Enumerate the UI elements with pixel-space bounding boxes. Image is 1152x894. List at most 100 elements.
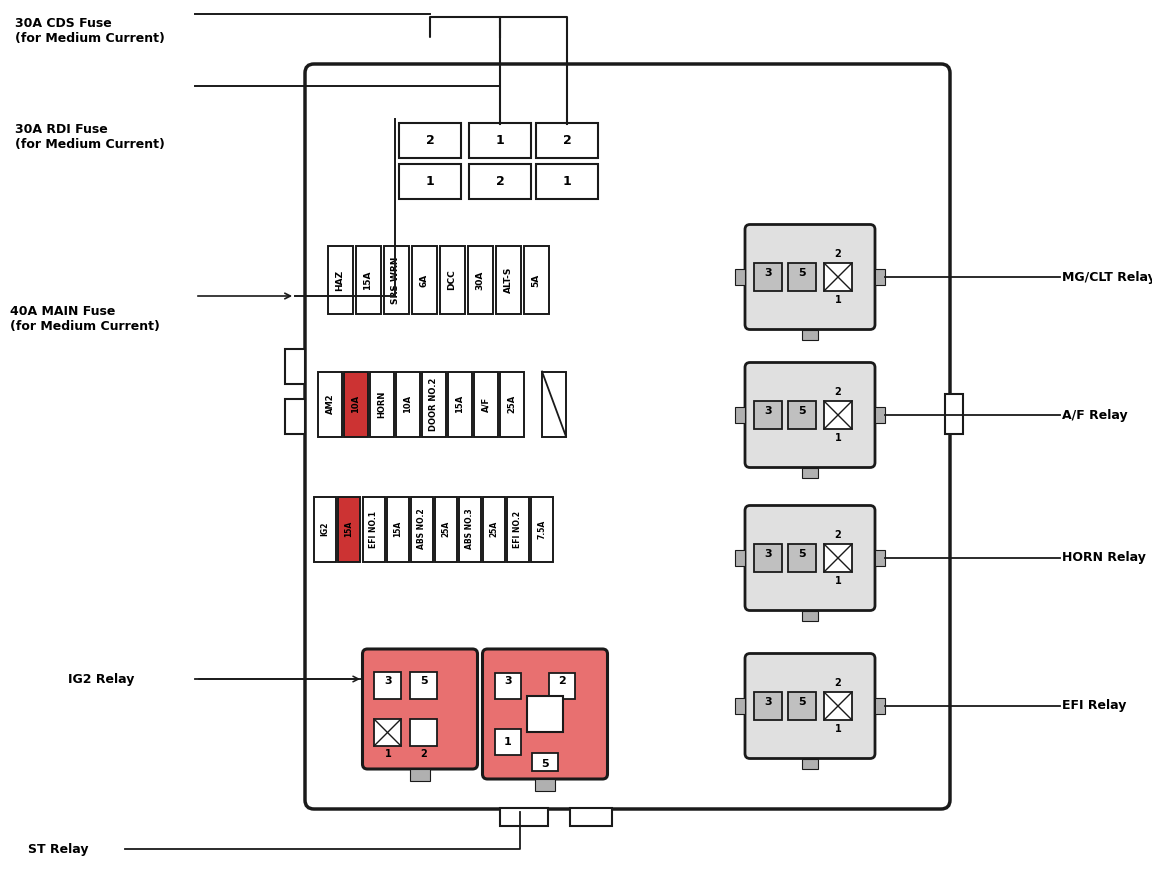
Text: 5A: 5A xyxy=(531,274,540,287)
FancyBboxPatch shape xyxy=(745,224,876,330)
Bar xyxy=(473,372,498,436)
Text: 3: 3 xyxy=(764,549,772,559)
Text: 30A: 30A xyxy=(476,270,485,290)
Bar xyxy=(411,246,437,314)
Bar xyxy=(495,729,521,755)
Bar xyxy=(876,269,885,285)
Bar xyxy=(318,372,342,436)
Bar xyxy=(468,246,493,314)
Text: 25A: 25A xyxy=(490,521,499,537)
Bar xyxy=(536,123,598,158)
Bar xyxy=(344,372,367,436)
Text: 5: 5 xyxy=(798,549,805,559)
Bar xyxy=(483,496,505,561)
Text: 5: 5 xyxy=(798,406,805,416)
Text: 2: 2 xyxy=(835,530,841,540)
FancyBboxPatch shape xyxy=(483,649,607,779)
Text: 7.5A: 7.5A xyxy=(538,519,546,538)
Bar xyxy=(410,672,437,699)
Text: 2: 2 xyxy=(835,678,841,688)
Text: SRS WRN: SRS WRN xyxy=(392,257,401,304)
Text: 1: 1 xyxy=(495,134,505,147)
Text: 15A: 15A xyxy=(344,521,354,537)
Bar xyxy=(755,692,782,720)
Bar xyxy=(495,673,521,699)
Text: ABS NO.3: ABS NO.3 xyxy=(465,509,475,549)
Text: 5: 5 xyxy=(798,697,805,707)
Bar xyxy=(500,372,524,436)
Bar xyxy=(755,263,782,291)
Bar xyxy=(384,246,409,314)
Bar xyxy=(788,401,816,429)
Text: A/F: A/F xyxy=(482,396,491,411)
Text: 2: 2 xyxy=(562,134,571,147)
Bar xyxy=(535,779,555,791)
Text: ABS NO.2: ABS NO.2 xyxy=(417,509,426,549)
Bar xyxy=(356,246,380,314)
Text: 5: 5 xyxy=(798,268,805,278)
Bar xyxy=(507,496,529,561)
Text: 3: 3 xyxy=(505,676,511,686)
Text: 2: 2 xyxy=(495,175,505,188)
Text: 10A: 10A xyxy=(403,395,412,413)
Bar xyxy=(495,246,521,314)
Text: DCC: DCC xyxy=(447,270,456,291)
Text: 2: 2 xyxy=(558,676,566,686)
Bar xyxy=(788,544,816,572)
Text: IG2 Relay: IG2 Relay xyxy=(68,672,135,686)
Text: 2: 2 xyxy=(420,749,427,759)
Bar xyxy=(387,496,409,561)
Bar xyxy=(541,372,566,436)
Text: 15A: 15A xyxy=(455,395,464,413)
Text: EFI NO.2: EFI NO.2 xyxy=(514,510,523,547)
Bar xyxy=(876,550,885,566)
Text: 25A: 25A xyxy=(508,395,516,413)
Bar xyxy=(536,164,598,199)
Bar xyxy=(469,123,531,158)
Bar xyxy=(802,330,818,340)
Bar xyxy=(824,401,852,429)
Bar xyxy=(802,468,818,477)
Bar xyxy=(735,269,745,285)
Text: 5: 5 xyxy=(541,759,548,769)
Bar xyxy=(410,769,430,781)
Bar xyxy=(824,692,852,720)
Bar xyxy=(374,672,401,699)
Text: DOOR NO.2: DOOR NO.2 xyxy=(430,377,439,431)
Text: 6A: 6A xyxy=(419,274,429,287)
Bar xyxy=(399,123,461,158)
Text: 30A CDS Fuse
(for Medium Current): 30A CDS Fuse (for Medium Current) xyxy=(15,17,165,45)
Bar xyxy=(876,407,885,423)
Bar xyxy=(500,808,548,826)
Bar xyxy=(735,698,745,714)
Bar xyxy=(735,550,745,566)
Text: 1: 1 xyxy=(835,576,841,586)
Text: 1: 1 xyxy=(835,433,841,443)
Text: AM2: AM2 xyxy=(326,393,334,414)
Text: HAZ: HAZ xyxy=(335,269,344,291)
Text: 30A RDI Fuse
(for Medium Current): 30A RDI Fuse (for Medium Current) xyxy=(15,123,165,151)
FancyBboxPatch shape xyxy=(745,505,876,611)
Text: 40A MAIN Fuse
(for Medium Current): 40A MAIN Fuse (for Medium Current) xyxy=(10,305,160,333)
Bar xyxy=(945,394,963,434)
Text: MG/CLT Relay: MG/CLT Relay xyxy=(1062,271,1152,283)
Bar xyxy=(550,673,575,699)
Bar xyxy=(374,719,401,746)
Text: 3: 3 xyxy=(764,268,772,278)
Text: 1: 1 xyxy=(835,724,841,734)
Bar xyxy=(363,496,385,561)
Text: 25A: 25A xyxy=(441,521,450,537)
Text: 15A: 15A xyxy=(364,270,372,290)
Text: EFI NO.1: EFI NO.1 xyxy=(370,510,379,547)
Bar xyxy=(788,263,816,291)
Bar xyxy=(285,349,305,384)
Text: 3: 3 xyxy=(764,406,772,416)
Text: 1: 1 xyxy=(425,175,434,188)
Bar xyxy=(526,696,563,732)
Text: 5: 5 xyxy=(420,677,427,687)
Bar xyxy=(755,401,782,429)
Bar xyxy=(410,719,437,746)
Text: 10A: 10A xyxy=(351,395,361,413)
Bar xyxy=(755,544,782,572)
Bar xyxy=(531,496,553,561)
